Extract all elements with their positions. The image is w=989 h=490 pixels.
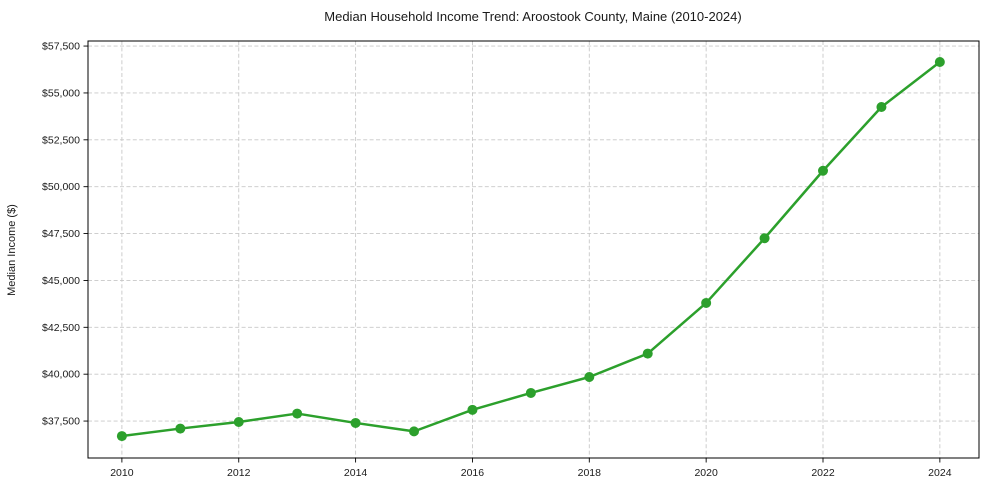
data-point: [934, 57, 945, 67]
y-tick-label: $45,000: [42, 275, 80, 287]
data-point: [175, 423, 186, 434]
x-tick-label: 2020: [694, 467, 718, 479]
x-tick-label: 2016: [461, 467, 485, 479]
y-tick-label: $40,000: [42, 369, 80, 381]
x-tick-label: 2024: [928, 467, 952, 479]
y-tick-label: $50,000: [42, 181, 80, 193]
data-point: [350, 417, 361, 428]
chart-title: Median Household Income Trend: Aroostook…: [324, 9, 741, 24]
data-point: [292, 408, 303, 419]
data-point: [818, 165, 829, 176]
y-tick-label: $42,500: [42, 322, 80, 334]
data-point: [116, 431, 127, 442]
data-point: [876, 102, 887, 112]
y-tick-label: $47,500: [42, 228, 80, 240]
data-point: [525, 387, 536, 398]
x-tick-label: 2018: [578, 467, 602, 479]
data-point: [584, 372, 595, 382]
data-point: [642, 348, 653, 359]
data-point: [467, 404, 478, 415]
y-tick-label: $52,500: [42, 134, 80, 146]
plot-border: [87, 40, 980, 459]
data-point: [701, 297, 712, 308]
y-tick-label: $37,500: [42, 416, 80, 428]
y-tick-label: $57,500: [42, 41, 80, 53]
trend-line-group: [116, 57, 945, 442]
x-tick-label: 2010: [110, 467, 134, 479]
data-point: [233, 417, 244, 427]
x-tick-label: 2014: [344, 467, 368, 479]
data-point: [409, 426, 420, 437]
plot-frame: [87, 40, 980, 459]
y-axis-label: Median Income ($): [6, 204, 18, 296]
data-point: [759, 233, 770, 244]
trend-line: [120, 60, 942, 438]
axis-ticks: [83, 45, 941, 463]
x-tick-label: 2012: [227, 467, 251, 479]
y-tick-label: $55,000: [42, 87, 80, 99]
axis-tick-labels: 2010 2012 2014 2016 2018 2020 2022 2024 $37,500 $…: [42, 41, 952, 479]
x-tick-label: 2022: [811, 467, 835, 479]
